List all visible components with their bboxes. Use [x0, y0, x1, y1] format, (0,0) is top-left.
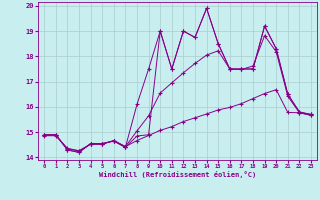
X-axis label: Windchill (Refroidissement éolien,°C): Windchill (Refroidissement éolien,°C)	[99, 171, 256, 178]
